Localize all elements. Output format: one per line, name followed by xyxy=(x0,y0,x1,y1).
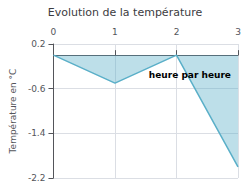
svg-text:0.2: 0.2 xyxy=(31,39,45,49)
svg-text:2: 2 xyxy=(174,27,180,37)
svg-text:Evolution de la température: Evolution de la température xyxy=(48,6,203,19)
svg-text:-1.4: -1.4 xyxy=(28,128,46,138)
svg-text:-2.2: -2.2 xyxy=(28,173,46,183)
svg-text:1: 1 xyxy=(112,27,118,37)
svg-text:Température en °C: Température en °C xyxy=(8,69,18,155)
svg-text:0: 0 xyxy=(51,27,57,37)
svg-text:heure par heure: heure par heure xyxy=(149,70,231,80)
svg-text:-0.6: -0.6 xyxy=(28,84,46,94)
svg-text:3: 3 xyxy=(235,27,241,37)
